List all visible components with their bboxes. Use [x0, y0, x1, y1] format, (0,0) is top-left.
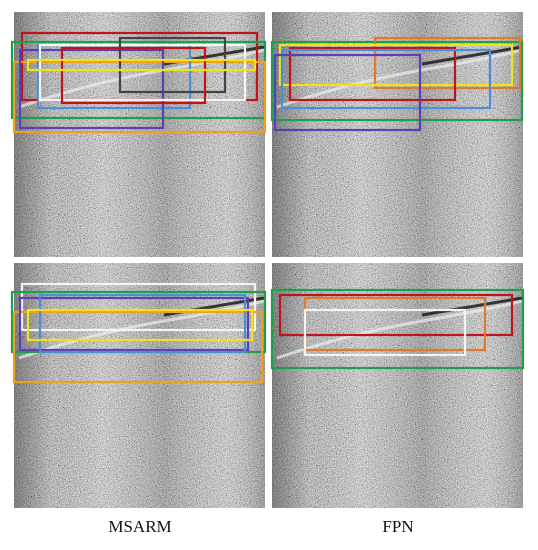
- box: [20, 282, 257, 332]
- box: [12, 60, 267, 134]
- box: [280, 48, 492, 110]
- box: [18, 296, 250, 352]
- box: [303, 308, 467, 357]
- box: [26, 58, 257, 72]
- box: [60, 46, 207, 105]
- box: [118, 36, 227, 94]
- box: [12, 310, 264, 384]
- box: [373, 36, 522, 90]
- box: [18, 48, 165, 130]
- caption: FPN: [382, 517, 413, 536]
- box: [278, 43, 514, 87]
- box: [288, 46, 457, 102]
- box: [38, 293, 247, 354]
- box: [26, 308, 254, 342]
- caption: MSARM: [108, 517, 171, 536]
- box: [273, 53, 422, 132]
- box: [270, 288, 525, 370]
- box: [38, 43, 247, 102]
- boxes-top-right: [270, 36, 524, 132]
- image-panel: [14, 263, 265, 508]
- box: [278, 293, 514, 337]
- boxes-bottom-right: [270, 288, 525, 370]
- box: [270, 40, 524, 122]
- boxes-bottom-left: [10, 282, 267, 384]
- boxes-top-left: [10, 31, 267, 134]
